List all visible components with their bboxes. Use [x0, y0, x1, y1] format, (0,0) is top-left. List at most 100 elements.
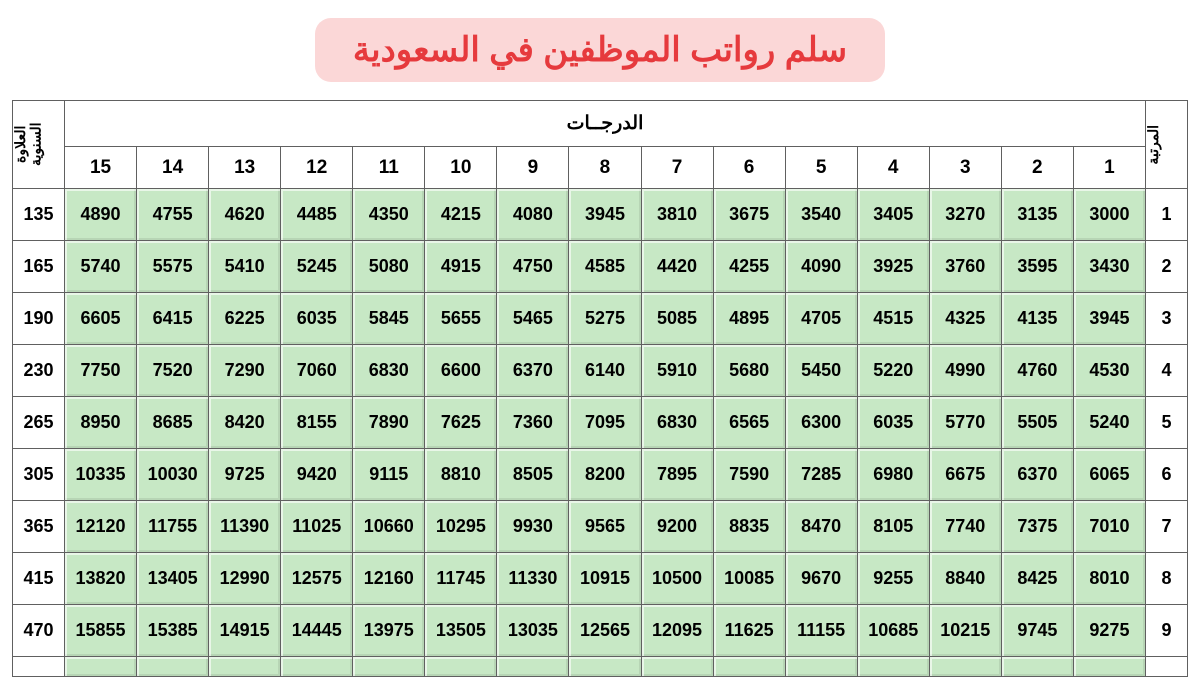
salary-table: العلاوة السنوية الدرجــات المرتبة 151413…: [12, 100, 1188, 677]
salary-cell: 13975: [353, 605, 425, 657]
rank-cell: 4: [1146, 345, 1188, 397]
salary-cell: 7750: [65, 345, 137, 397]
salary-cell: 3675: [713, 189, 785, 241]
salary-cell: 12095: [641, 605, 713, 657]
bonus-cell: 165: [13, 241, 65, 293]
salary-cell: 9115: [353, 449, 425, 501]
salary-cell: 4090: [785, 241, 857, 293]
bonus-cell: 190: [13, 293, 65, 345]
salary-cell: 6140: [569, 345, 641, 397]
degree-header-8: 8: [569, 147, 641, 189]
degrees-header: الدرجــات: [65, 101, 1146, 147]
table-row: 1655740557554105245508049154750458544204…: [13, 241, 1188, 293]
salary-cell: 8200: [569, 449, 641, 501]
salary-cell: 8505: [497, 449, 569, 501]
salary-cell: 4750: [497, 241, 569, 293]
salary-cell: 8010: [1073, 553, 1145, 605]
salary-cell: 5220: [857, 345, 929, 397]
salary-cell: 12120: [65, 501, 137, 553]
salary-cell: 4080: [497, 189, 569, 241]
rank-cell: 6: [1146, 449, 1188, 501]
salary-cell: [785, 657, 857, 677]
salary-cell: 4530: [1073, 345, 1145, 397]
salary-cell: 6675: [929, 449, 1001, 501]
degree-header-11: 11: [353, 147, 425, 189]
salary-cell: 8950: [65, 397, 137, 449]
salary-cell: 3945: [1073, 293, 1145, 345]
salary-cell: 8835: [713, 501, 785, 553]
degree-header-5: 5: [785, 147, 857, 189]
salary-cell: 8155: [281, 397, 353, 449]
rank-header: المرتبة: [1146, 101, 1188, 189]
table-row: 3651212011755113901102510660102959930956…: [13, 501, 1188, 553]
salary-cell: 7890: [353, 397, 425, 449]
salary-cell: [137, 657, 209, 677]
degree-header-9: 9: [497, 147, 569, 189]
salary-cell: 6600: [425, 345, 497, 397]
salary-cell: 14445: [281, 605, 353, 657]
salary-cell: 8105: [857, 501, 929, 553]
salary-cell: 7285: [785, 449, 857, 501]
salary-cell: 10685: [857, 605, 929, 657]
salary-cell: 8425: [1001, 553, 1073, 605]
salary-cell: 5465: [497, 293, 569, 345]
table-row: 1906605641562256035584556555465527550854…: [13, 293, 1188, 345]
salary-cell: 9725: [209, 449, 281, 501]
salary-cell: 13505: [425, 605, 497, 657]
salary-cell: 5740: [65, 241, 137, 293]
salary-cell: 7625: [425, 397, 497, 449]
salary-cell: 9275: [1073, 605, 1145, 657]
table-row: 4701585515385149151444513975135051303512…: [13, 605, 1188, 657]
salary-cell: 4895: [713, 293, 785, 345]
rank-cell: 2: [1146, 241, 1188, 293]
table-row: 2307750752072907060683066006370614059105…: [13, 345, 1188, 397]
salary-cell: 7290: [209, 345, 281, 397]
salary-cell: 4215: [425, 189, 497, 241]
salary-cell: 3430: [1073, 241, 1145, 293]
table-row-cutoff: [13, 657, 1188, 677]
salary-cell: 9930: [497, 501, 569, 553]
salary-cell: 5080: [353, 241, 425, 293]
salary-cell: 13820: [65, 553, 137, 605]
degree-header-10: 10: [425, 147, 497, 189]
salary-cell: 3405: [857, 189, 929, 241]
salary-cell: 4255: [713, 241, 785, 293]
salary-cell: 9420: [281, 449, 353, 501]
salary-cell: 12990: [209, 553, 281, 605]
table-row: 1354890475546204485435042154080394538103…: [13, 189, 1188, 241]
salary-table-container: العلاوة السنوية الدرجــات المرتبة 151413…: [0, 100, 1200, 677]
degree-header-7: 7: [641, 147, 713, 189]
salary-cell: 11155: [785, 605, 857, 657]
salary-cell: 6605: [65, 293, 137, 345]
salary-cell: [65, 657, 137, 677]
page-title: سلم رواتب الموظفين في السعودية: [315, 18, 885, 82]
bonus-cell: 415: [13, 553, 65, 605]
table-body: 1354890475546204485435042154080394538103…: [13, 189, 1188, 677]
salary-cell: 7740: [929, 501, 1001, 553]
salary-cell: 13035: [497, 605, 569, 657]
salary-cell: 7895: [641, 449, 713, 501]
salary-cell: 5410: [209, 241, 281, 293]
salary-cell: 10215: [929, 605, 1001, 657]
rank-header-text: المرتبة: [1146, 121, 1161, 169]
salary-cell: 10295: [425, 501, 497, 553]
salary-cell: 4350: [353, 189, 425, 241]
rank-cell: 8: [1146, 553, 1188, 605]
salary-cell: 11025: [281, 501, 353, 553]
salary-cell: 11755: [137, 501, 209, 553]
salary-cell: 4585: [569, 241, 641, 293]
salary-cell: 4485: [281, 189, 353, 241]
salary-cell: 8685: [137, 397, 209, 449]
salary-cell: 3000: [1073, 189, 1145, 241]
salary-cell: 10915: [569, 553, 641, 605]
salary-cell: 8470: [785, 501, 857, 553]
salary-cell: 3595: [1001, 241, 1073, 293]
salary-cell: 11625: [713, 605, 785, 657]
salary-cell: 6565: [713, 397, 785, 449]
salary-cell: 6065: [1073, 449, 1145, 501]
salary-cell: 7060: [281, 345, 353, 397]
salary-cell: 4760: [1001, 345, 1073, 397]
bonus-cell: 135: [13, 189, 65, 241]
salary-cell: 3135: [1001, 189, 1073, 241]
bonus-header-text: العلاوة السنوية: [13, 101, 44, 188]
